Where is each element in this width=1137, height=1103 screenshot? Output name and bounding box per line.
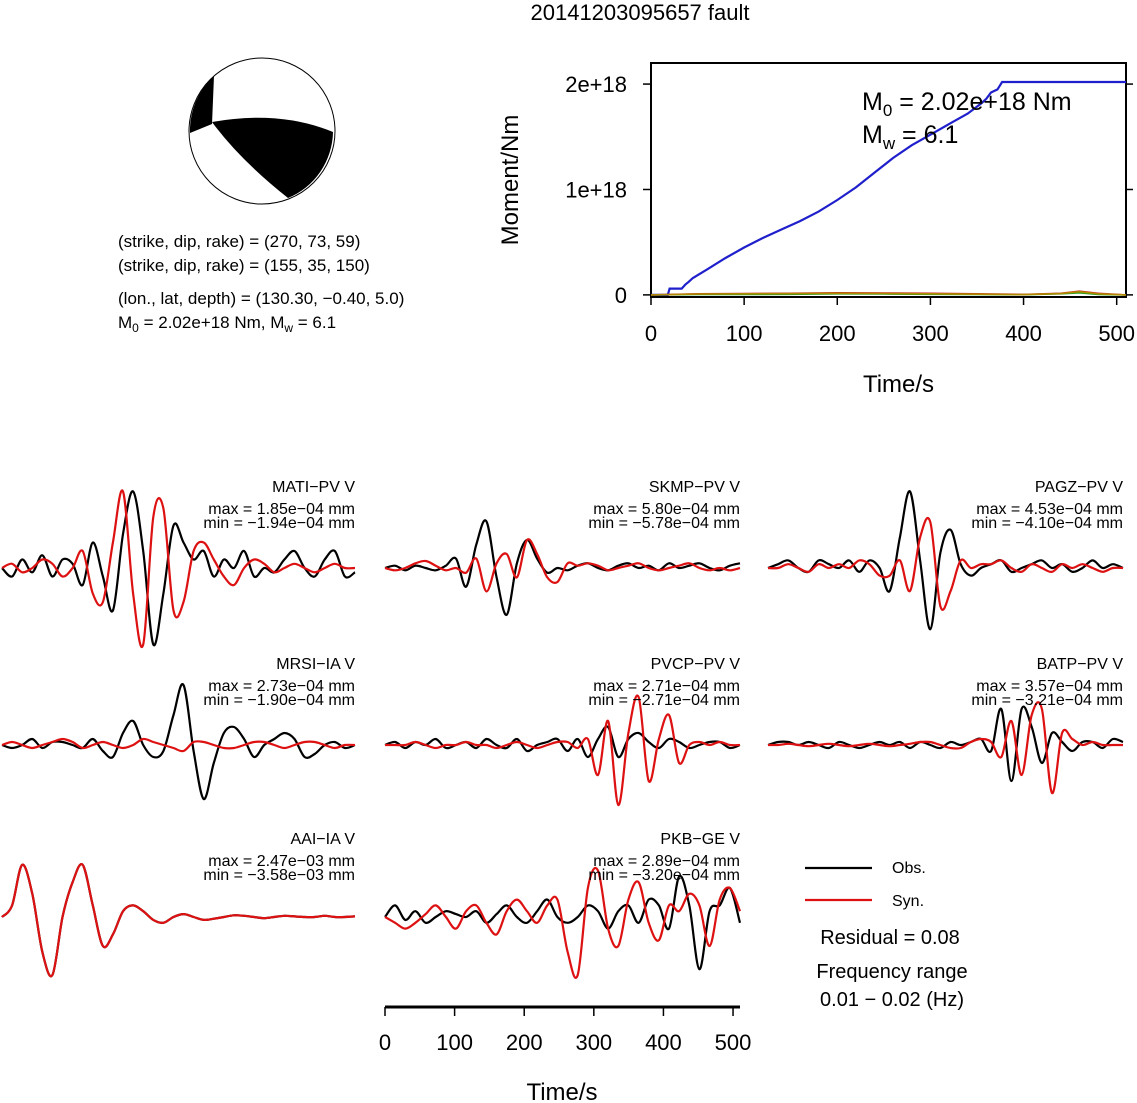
moment-xtick-label: 0 xyxy=(645,321,657,346)
moment-annotation-mw: Mw = 6.1 xyxy=(862,121,958,153)
moment-ytick-label: 2e+18 xyxy=(565,72,627,97)
station-label: MATI−PV V xyxy=(272,479,355,496)
station-label: BATP−PV V xyxy=(1037,656,1124,673)
syn-trace xyxy=(1,489,356,649)
wave-xtick-label: 100 xyxy=(436,1030,473,1055)
station-label: AAI−IA V xyxy=(291,831,356,848)
station-label: SKMP−PV V xyxy=(649,479,740,496)
moment-xtick-label: 200 xyxy=(819,321,856,346)
frequency-value: 0.01 − 0.02 (Hz) xyxy=(820,989,964,1011)
syn-trace xyxy=(1,737,356,753)
trace-max: max = 4.53e−04 mm xyxy=(976,501,1123,518)
trace-min: min = −4.10e−04 mm xyxy=(971,515,1123,532)
wave-xlabel: Time/s xyxy=(526,1079,597,1103)
plane1-text: (strike, dip, rake) = (270, 73, 59) xyxy=(118,232,360,251)
syn-trace xyxy=(767,516,1124,611)
plane2-text: (strike, dip, rake) = (155, 35, 150) xyxy=(118,256,370,275)
syn-trace xyxy=(767,701,1123,795)
obs-trace xyxy=(1,683,356,801)
obs-trace xyxy=(384,519,741,616)
wave-xtick-label: 0 xyxy=(379,1030,391,1055)
obs-trace xyxy=(767,705,1124,783)
moment-ytick-label: 0 xyxy=(615,283,627,308)
wave-xtick-label: 300 xyxy=(575,1030,612,1055)
trace-min: min = −1.94e−04 mm xyxy=(203,515,355,532)
beachball-icon xyxy=(188,57,336,205)
station-label: PKB−GE V xyxy=(660,831,740,848)
trace-min: min = −3.20e−04 mm xyxy=(588,867,740,884)
frequency-label: Frequency range xyxy=(816,961,967,983)
moment-series-3 xyxy=(650,290,1127,296)
syn-trace xyxy=(384,866,742,979)
wave-xtick-label: 500 xyxy=(715,1030,752,1055)
legend-obs-label: Obs. xyxy=(892,860,926,877)
moment-xtick-label: 400 xyxy=(1005,321,1042,346)
figure-title: 20141203095657 fault xyxy=(531,0,750,25)
station-label: PVCP−PV V xyxy=(651,656,741,673)
syn-trace xyxy=(385,694,741,807)
trace-max: max = 2.47e−03 mm xyxy=(208,853,355,870)
moment-xtick-label: 300 xyxy=(912,321,949,346)
moment-text: M0 = 2.02e+18 Nm, Mw = 6.1 xyxy=(118,313,336,335)
trace-min: min = −2.71e−04 mm xyxy=(588,692,740,709)
obs-trace xyxy=(384,725,741,759)
moment-xtick-label: 100 xyxy=(726,321,763,346)
trace-max: max = 1.85e−04 mm xyxy=(208,501,355,518)
moment-annotation-m0: M0 = 2.02e+18 Nm xyxy=(862,88,1072,120)
moment-xlabel: Time/s xyxy=(863,371,934,398)
residual-text: Residual = 0.08 xyxy=(820,927,960,949)
trace-max: max = 3.57e−04 mm xyxy=(976,678,1123,695)
moment-xtick-label: 500 xyxy=(1098,321,1135,346)
location-text: (lon., lat, depth) = (130.30, −0.40, 5.0… xyxy=(118,289,404,308)
wave-xtick-label: 400 xyxy=(645,1030,682,1055)
moment-plot-frame xyxy=(650,62,1127,298)
wave-xtick-label: 200 xyxy=(506,1030,543,1055)
trace-min: min = −1.90e−04 mm xyxy=(203,692,355,709)
trace-max: max = 2.71e−04 mm xyxy=(593,678,740,695)
trace-min: min = −5.78e−04 mm xyxy=(588,515,740,532)
moment-ylabel: Moment/Nm xyxy=(497,115,524,246)
station-label: MRSI−IA V xyxy=(276,656,355,673)
trace-max: max = 2.89e−04 mm xyxy=(593,853,740,870)
trace-min: min = −3.58e−03 mm xyxy=(203,867,355,884)
trace-max: max = 5.80e−04 mm xyxy=(593,501,740,518)
obs-trace xyxy=(1,490,356,647)
legend: Obs. Syn. xyxy=(805,860,926,910)
moment-chart: 0 100 200 300 400 500 0 1e+18 2e+18 Time/s Moment/… xyxy=(497,62,1135,398)
syn-trace xyxy=(384,538,741,593)
station-label: PAGZ−PV V xyxy=(1035,479,1124,496)
moment-ytick-label: 1e+18 xyxy=(565,177,627,202)
trace-min: min = −3.21e−04 mm xyxy=(971,692,1123,709)
moment-series-0 xyxy=(651,80,1126,296)
trace-max: max = 2.73e−04 mm xyxy=(208,678,355,695)
legend-syn-label: Syn. xyxy=(892,893,924,910)
syn-trace xyxy=(1,862,356,978)
